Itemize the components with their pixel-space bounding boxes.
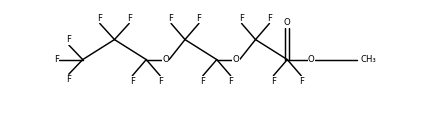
Text: F: F bbox=[66, 35, 71, 44]
Text: F: F bbox=[130, 77, 135, 86]
Text: F: F bbox=[158, 77, 163, 86]
Text: F: F bbox=[169, 14, 173, 23]
Text: F: F bbox=[97, 14, 102, 23]
Text: F: F bbox=[127, 14, 132, 23]
Text: O: O bbox=[162, 55, 169, 64]
Text: O: O bbox=[233, 55, 239, 64]
Text: O: O bbox=[308, 55, 315, 64]
Text: F: F bbox=[200, 77, 205, 86]
Text: F: F bbox=[228, 77, 233, 86]
Text: F: F bbox=[66, 75, 71, 84]
Text: F: F bbox=[196, 14, 201, 23]
Text: F: F bbox=[299, 77, 304, 86]
Text: F: F bbox=[271, 77, 276, 86]
Text: F: F bbox=[54, 55, 59, 64]
Text: CH₃: CH₃ bbox=[360, 55, 376, 64]
Text: O: O bbox=[284, 18, 291, 27]
Text: F: F bbox=[267, 14, 272, 23]
Text: F: F bbox=[239, 14, 244, 23]
